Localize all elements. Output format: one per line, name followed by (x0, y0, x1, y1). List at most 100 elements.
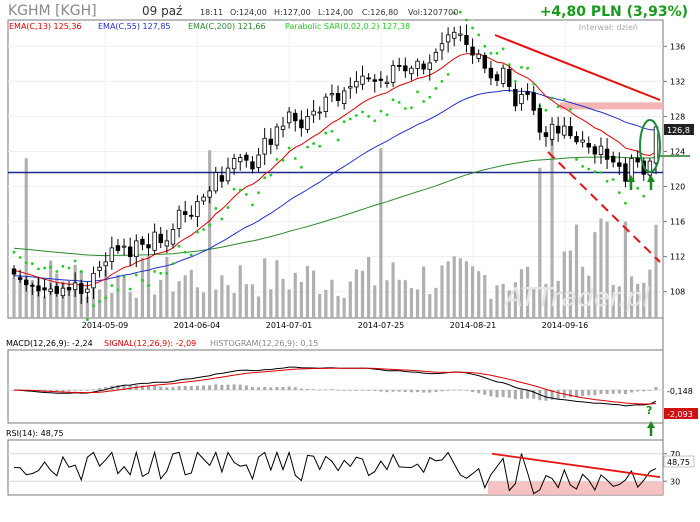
candle-body (238, 157, 243, 163)
candle-body (354, 80, 359, 88)
sar-dot (171, 262, 175, 266)
sar-dot (391, 98, 395, 102)
sar-dot (440, 79, 444, 83)
sar-dot (85, 318, 89, 322)
macd-title: MACD(12,26,9): -2,24 (6, 339, 93, 348)
candle-body (427, 62, 432, 70)
macd-histogram-bar (55, 390, 59, 392)
volume-bar (42, 296, 47, 318)
candle-body (244, 154, 249, 161)
sar-dot (299, 165, 303, 169)
volume-bar (483, 275, 487, 318)
candle-body (525, 91, 530, 95)
volume-bar (232, 293, 236, 318)
volume-bar (562, 251, 566, 318)
close-label: C:126,80 (362, 8, 398, 17)
macd-histogram-bar (642, 390, 646, 392)
volume-bar (629, 276, 634, 318)
candle-body (152, 231, 157, 251)
legend-sar: Parabolic SAR(0.02,0.2) 127,38 (285, 22, 410, 31)
candle-body (445, 34, 451, 43)
sar-dot (348, 117, 352, 121)
volume-bar (256, 296, 261, 318)
candle-body (507, 69, 512, 88)
volume-bar (220, 275, 224, 318)
volume-bar (581, 266, 585, 318)
macd-histogram-bar (220, 384, 224, 390)
sar-dot (18, 256, 22, 259)
volume-bar (177, 281, 181, 318)
rsi-value-label: 48,75 (667, 458, 690, 467)
volume-bar (61, 281, 65, 318)
macd-histogram-bar (519, 390, 523, 400)
volume-bar (428, 294, 432, 318)
macd-histogram-bar (648, 390, 652, 391)
sar-dot (501, 47, 505, 51)
volume-bar (299, 281, 303, 318)
macd-histogram-bar (336, 389, 340, 391)
macd-histogram-bar (373, 390, 377, 391)
macd-histogram-bar (556, 390, 560, 400)
macd-histogram-bar (391, 390, 395, 392)
volume-bar (189, 269, 193, 318)
sar-dot (61, 264, 65, 268)
volume-bar (146, 256, 151, 318)
candle-body (48, 288, 53, 292)
volume-bar (642, 282, 646, 318)
sar-dot (67, 266, 71, 270)
sar-dot (159, 271, 163, 275)
sar-dot (410, 106, 413, 110)
sar-dot (208, 223, 212, 227)
sar-dot (73, 259, 77, 263)
sar-dot (306, 145, 309, 149)
volume-bar (305, 265, 310, 318)
candle-body (617, 162, 622, 167)
volume-bar (312, 270, 316, 318)
time-label: 18:11 (200, 8, 223, 17)
volume-bar (263, 258, 267, 318)
volume-bar (85, 296, 89, 318)
volume-bar (269, 289, 273, 318)
sar-dot (471, 26, 474, 30)
sar-dot (569, 108, 572, 111)
date-tick-label: 2014-08-21 (450, 321, 497, 330)
sar-dot (373, 119, 377, 123)
sar-dot (196, 230, 199, 234)
candle-body (500, 67, 506, 84)
volume-bar (122, 278, 126, 318)
rsi-line (13, 450, 657, 495)
sar-dot (43, 266, 46, 270)
candle-body (335, 93, 341, 102)
macd-histogram-bar (397, 390, 401, 392)
candle-body (433, 52, 439, 61)
volume-bar (623, 221, 628, 318)
volume-bar (195, 287, 200, 318)
macd-histogram-bar (354, 389, 358, 391)
macd-histogram-bar (165, 387, 169, 390)
macd-histogram-bar (195, 385, 199, 390)
volume-bar (342, 297, 346, 318)
volume-bar (226, 285, 230, 318)
sar-dot (434, 86, 438, 90)
up-arrow-head (627, 175, 635, 182)
candle-body (348, 86, 353, 89)
macd-histogram-bar (379, 390, 383, 392)
macd-histogram-bar (593, 390, 597, 396)
macd-histogram-bar (153, 385, 157, 390)
macd-histogram-bar (416, 390, 420, 393)
macd-histogram-bar (324, 389, 328, 391)
macd-histogram-bar (257, 387, 261, 390)
sar-dot (49, 265, 53, 269)
macd-histogram-bar (526, 390, 530, 399)
macd-histogram-bar (104, 387, 108, 390)
macd-panel[interactable] (7, 349, 664, 424)
candle-body (79, 283, 84, 294)
candle-body (372, 79, 377, 82)
candle-body (256, 154, 261, 168)
price-panel[interactable] (7, 19, 664, 319)
candle-body (647, 160, 653, 176)
legend-ema13: EMA(C,13) 125,36 (9, 22, 82, 31)
sar-dot (12, 250, 16, 254)
